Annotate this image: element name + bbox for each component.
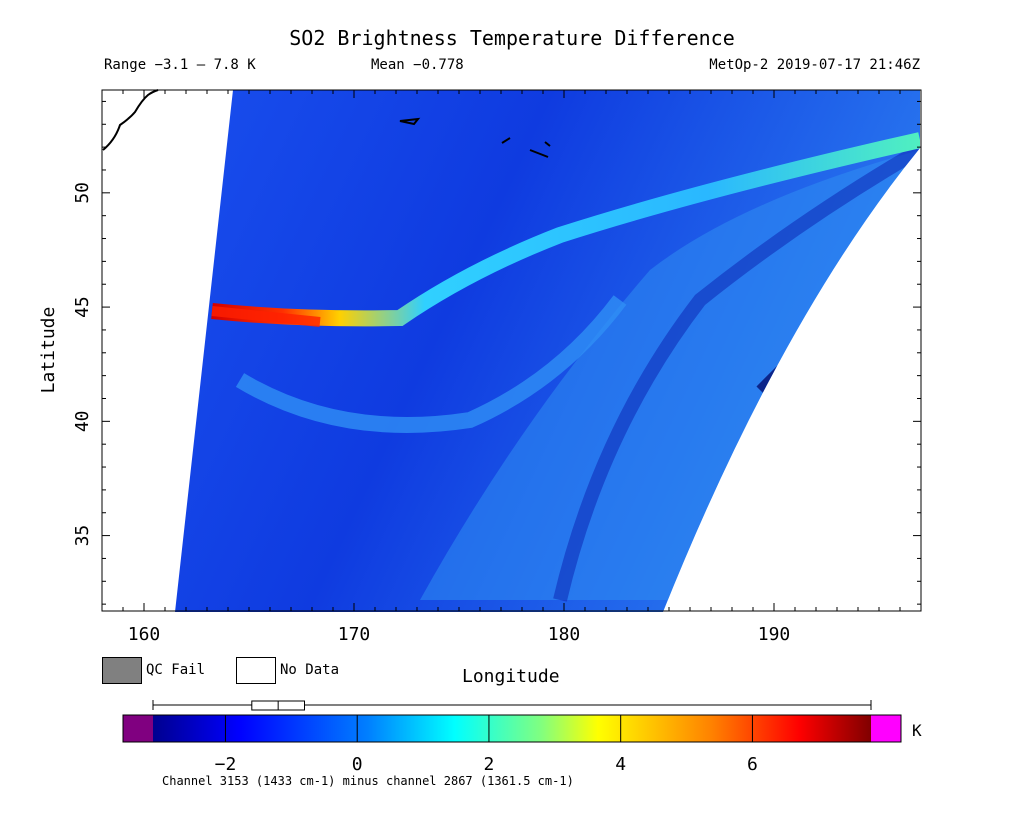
colorbar-under xyxy=(123,715,153,742)
qc-fail-label: QC Fail xyxy=(146,662,206,678)
satellite-timestamp: MetOp-2 2019-07-17 21:46Z xyxy=(709,57,920,73)
x-axis-ticks: 160 170 180 190 xyxy=(101,90,922,645)
colorbar-ticks: −2 0 2 4 6 xyxy=(215,715,758,775)
y-tick-label: 40 xyxy=(72,410,93,432)
x-tick-label: 160 xyxy=(128,624,161,645)
y-axis-ticks: 35 40 45 50 Latitude xyxy=(38,100,921,605)
colorbar-tick-label: 0 xyxy=(352,754,363,775)
colorbar-unit: K xyxy=(912,721,922,740)
mean-label: Mean −0.778 xyxy=(371,57,464,73)
y-tick-label: 50 xyxy=(72,182,93,204)
x-tick-label: 190 xyxy=(758,624,791,645)
colorbar-tick-label: 4 xyxy=(615,754,626,775)
no-data-label: No Data xyxy=(280,662,340,678)
map-title: SO2 Brightness Temperature Difference xyxy=(289,26,735,50)
colorbar-tick-label: 6 xyxy=(747,754,758,775)
y-axis-label: Latitude xyxy=(38,307,59,394)
colorbar-over xyxy=(871,715,901,742)
x-axis-label: Longitude xyxy=(462,666,560,687)
colorbar-tick-label: 2 xyxy=(484,754,495,775)
y-tick-label: 35 xyxy=(72,525,93,547)
no-data-swatch xyxy=(236,657,276,684)
map-frame xyxy=(101,89,922,612)
colorbar xyxy=(153,715,871,742)
channel-footnote: Channel 3153 (1433 cm-1) minus channel 2… xyxy=(162,774,574,788)
y-tick-label: 45 xyxy=(72,296,93,318)
range-label: Range −3.1 – 7.8 K xyxy=(104,57,256,73)
distribution-boxplot xyxy=(152,700,872,711)
x-tick-label: 180 xyxy=(548,624,581,645)
satellite-swath xyxy=(175,90,920,612)
qc-fail-swatch xyxy=(102,657,142,684)
x-tick-label: 170 xyxy=(338,624,371,645)
coastlines xyxy=(102,89,551,158)
colorbar-tick-label: −2 xyxy=(215,754,237,775)
